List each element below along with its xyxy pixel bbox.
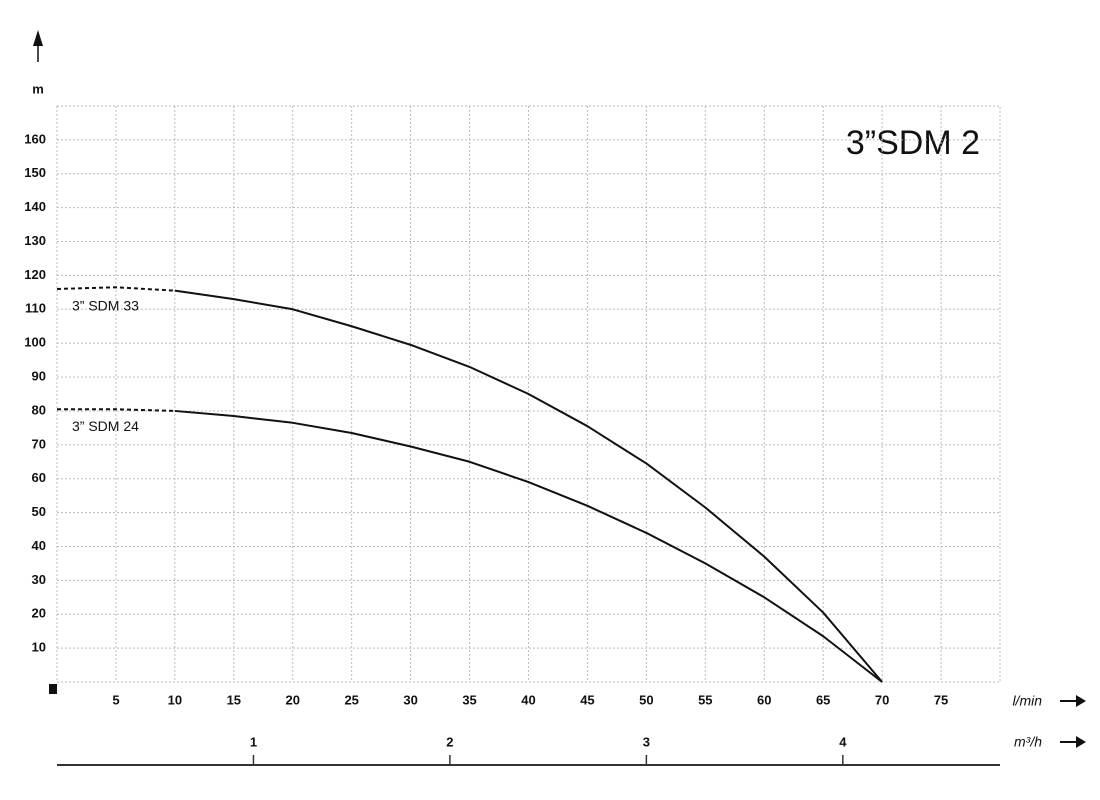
- y-tick-label: 120: [24, 267, 46, 282]
- x-axis-label: l/min: [1012, 693, 1042, 709]
- y-tick-label: 140: [24, 199, 46, 214]
- x2-tick-label: 4: [839, 734, 847, 749]
- x2-tick-label: 1: [250, 734, 257, 749]
- y-tick-label: 30: [32, 572, 46, 587]
- y-tick-label: 10: [32, 640, 46, 655]
- x-arrowhead: [1076, 695, 1086, 707]
- x-tick-label: 70: [875, 692, 889, 707]
- chart-title: 3”SDM 2: [846, 124, 980, 162]
- series-label: 3” SDM 24: [72, 418, 139, 434]
- y-tick-label: 20: [32, 606, 46, 621]
- plot-frame: [56, 105, 1001, 683]
- y-tick-label: 70: [32, 436, 46, 451]
- x2-axis-label: m³/h: [1014, 734, 1042, 750]
- y-tick-label: 40: [32, 538, 46, 553]
- y-tick-label: 110: [25, 301, 46, 316]
- y-tick-label: 100: [24, 335, 46, 350]
- curve-dashed: [57, 408, 175, 412]
- x-tick-label: 40: [521, 692, 535, 707]
- x-tick-label: 65: [816, 692, 830, 707]
- y-tick-label: 80: [32, 402, 46, 417]
- x-tick-label: 5: [112, 692, 119, 707]
- series-label: 3” SDM 33: [72, 298, 139, 314]
- x-tick-label: 50: [639, 692, 653, 707]
- curve-dashed: [56, 286, 175, 292]
- y-tick-label: 160: [24, 131, 46, 146]
- y-tick-label: 50: [32, 504, 46, 519]
- x-tick-label: 55: [698, 692, 712, 707]
- origin-marker: [49, 684, 57, 694]
- x2-tick-label: 3: [643, 734, 650, 749]
- x-tick-label: 25: [344, 692, 358, 707]
- x-tick-label: 60: [757, 692, 771, 707]
- y-tick-label: 150: [24, 165, 46, 180]
- x-tick-label: 10: [168, 692, 182, 707]
- y-axis-arrowhead: [33, 30, 43, 46]
- x2-tick-label: 2: [446, 734, 453, 749]
- x-tick-label: 75: [934, 692, 948, 707]
- curve: [174, 289, 883, 683]
- curve: [174, 409, 883, 683]
- x-tick-label: 30: [403, 692, 417, 707]
- x-tick-label: 45: [580, 692, 594, 707]
- x-tick-label: 15: [227, 692, 241, 707]
- y-tick-label: 90: [32, 368, 46, 383]
- x2-arrowhead: [1076, 736, 1086, 748]
- x-tick-label: 35: [462, 692, 476, 707]
- y-axis-label: m: [32, 81, 44, 96]
- x-tick-label: 20: [286, 692, 300, 707]
- y-tick-label: 60: [32, 470, 46, 485]
- y-tick-label: 130: [24, 233, 46, 248]
